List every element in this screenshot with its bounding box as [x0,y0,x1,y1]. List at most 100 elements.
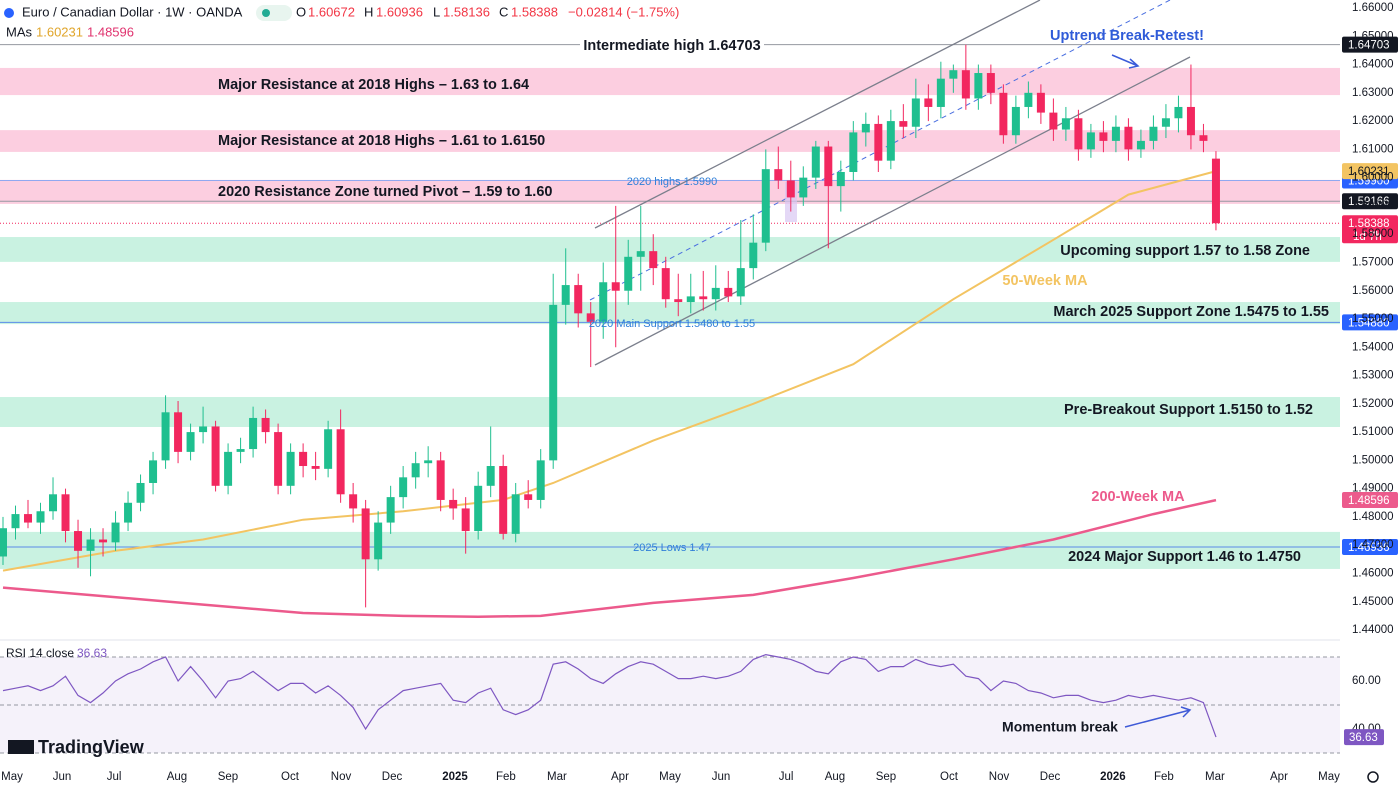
candle-body [786,180,795,198]
annotation: Momentum break [1002,719,1118,735]
h-value: 1.60936 [376,4,423,19]
candle-body [1149,126,1158,141]
candle-body [886,121,895,161]
annotation: Intermediate high 1.64703 [583,38,760,54]
rsi-value: 36.63 [77,646,107,660]
label-bg [580,37,764,55]
candle-body [274,432,283,486]
y-tick-label: 1.58000 [1352,228,1394,240]
candle-body [24,514,33,523]
y-tick-label: 1.54000 [1352,341,1394,353]
candle-body [661,268,670,300]
channel-upper [594,0,1041,229]
candle-body [436,460,445,500]
x-tick-label: May [1318,771,1340,783]
c-value: 1.58388 [511,4,558,19]
candle-body [674,299,683,303]
annotation: Pre-Breakout Support 1.5150 to 1.52 [1064,402,1313,418]
settings-icon[interactable] [1367,771,1379,783]
ma-line [2,498,1217,618]
candle-body [736,268,745,297]
candle-body [811,146,820,178]
candle-body [311,466,320,469]
candle-body [1111,126,1120,141]
candle-body [761,169,770,243]
candle-body [336,429,345,495]
rsi-tick-label: 60.00 [1352,675,1381,687]
candle-body [1086,132,1095,150]
x-tick-label: Jul [779,771,794,783]
candle-body [774,169,783,181]
candle-body [136,482,145,503]
arrow [1124,706,1192,728]
ma-line [2,170,1217,572]
candle-body [799,177,808,198]
candle-body [61,494,70,532]
x-tick-label: Dec [1040,771,1061,783]
annotation: March 2025 Support Zone 1.5475 to 1.55 [1053,304,1329,320]
o-label: O [296,4,306,19]
moving-averages [2,170,1217,618]
y-tick-label: 1.45000 [1352,596,1394,608]
price-label: 1.64703 [1348,40,1390,52]
badge-dot [262,9,270,17]
candle-body [849,132,858,172]
candle-body [824,146,833,187]
candle-body [74,531,83,551]
y-tick-label: 1.48000 [1352,511,1394,523]
x-tick-label: Oct [940,771,959,783]
zone [0,130,1340,152]
candle-body [499,466,508,534]
candle-body [549,304,558,461]
x-tick-label: 2026 [1100,771,1126,783]
candle-body [749,242,758,269]
price-label: 1.54880 [1348,317,1390,329]
x-tick-label: Feb [1154,771,1174,783]
l-value: 1.58136 [443,4,490,19]
x-tick-label: Aug [825,771,845,783]
price-label: 1.48596 [1348,495,1390,507]
x-tick-label: Sep [876,771,896,783]
candle-body [249,417,258,450]
candle-body [261,417,270,433]
candle-body [1099,132,1108,141]
candle-body [411,463,420,478]
candle-body [911,98,920,127]
candle-body [1036,92,1045,113]
y-tick-label: 1.56000 [1352,285,1394,297]
price-label: 1.58388 [1348,218,1390,230]
ma-value: 1.60231 [36,24,83,39]
symbol: Euro / Canadian Dollar · 1W · OANDA [22,4,243,19]
candle-body [1011,106,1020,136]
annotation: 2020 Resistance Zone turned Pivot – 1.59… [218,184,552,200]
y-tick-label: 1.64000 [1352,59,1394,71]
candle-body [624,256,633,291]
candle-body [1136,140,1145,150]
x-tick-label: May [659,771,681,783]
candle-body [1074,118,1083,150]
candle-body [724,287,733,297]
candle-body [1024,92,1033,107]
candle-body [1174,106,1183,119]
c-label: C [499,4,508,19]
x-tick-label: Aug [167,771,187,783]
badge [256,5,292,21]
candle-body [399,477,408,498]
candle-body [861,123,870,133]
candle-body [361,508,370,560]
zone [0,302,1340,325]
candle-body [686,296,695,303]
y-tick-label: 1.59000 [1352,200,1394,212]
candle-body [586,313,595,322]
y-tick-label: 1.55000 [1352,313,1394,325]
candle-body [986,73,995,93]
rsi-pane: Momentum break [0,653,1340,754]
l-label: L [433,4,440,19]
candle-body [536,460,545,500]
price-label: 1.60231 [1348,166,1390,178]
price-label: 1.59166 [1348,196,1390,208]
candle-body [1124,126,1133,150]
candle-body [899,121,908,127]
candle-body [99,539,108,543]
